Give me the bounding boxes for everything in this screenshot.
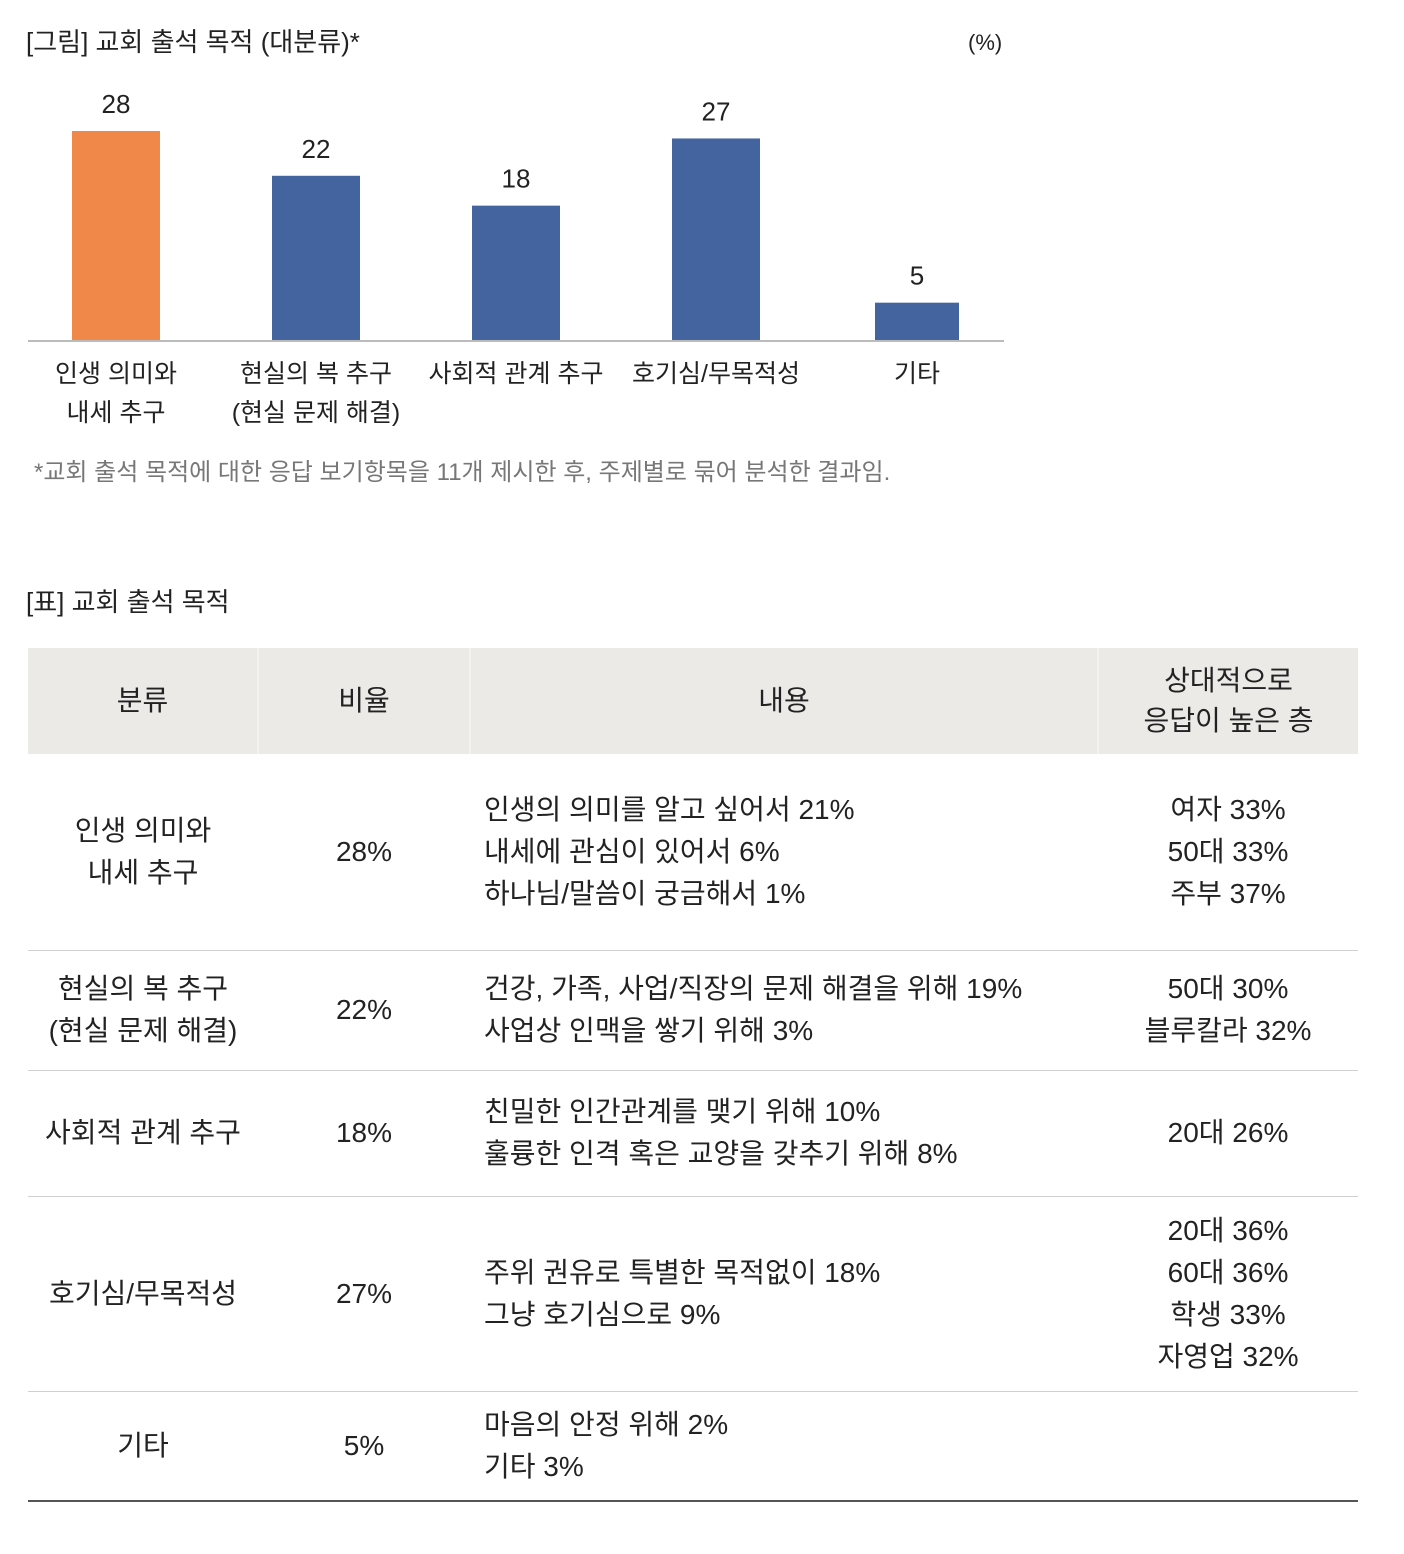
text-line: 60대 36% (1167, 1256, 1289, 1288)
text-line: 인생의 의미를 알고 싶어서 21% (484, 793, 855, 825)
ratio-cell: 28% (258, 754, 470, 951)
text-line: 친밀한 인간관계를 맺기 위해 10% (484, 1096, 881, 1127)
table-row: 호기심/무목적성 27% 주위 권유로 특별한 목적없이 18% 그냥 호기심으로… (28, 1196, 1358, 1392)
text-line: 여자 33% (1170, 793, 1286, 825)
text-line: 현실의 복 추구 (57, 973, 229, 1004)
header-ratio: 비율 (257, 648, 470, 754)
text-line: 호기심/무목적성 (48, 1277, 238, 1309)
content-cell: 건강, 가족, 사업/직장의 문제 해결을 위해 19% 사업상 인맥을 쌓기 위… (470, 950, 1098, 1071)
figure-title: [그림] 교회 출석 목적 (대분류)* (26, 27, 360, 57)
text-line: (현실 문제 해결) (48, 1015, 238, 1046)
content-cell: 주위 권유로 특별한 목적없이 18% 그냥 호기심으로 9% (470, 1196, 1098, 1392)
text-line: 학생 33% (1170, 1298, 1286, 1330)
category-cell: 현실의 복 추구 (현실 문제 해결) (28, 950, 258, 1071)
ratio-cell: 5% (258, 1391, 470, 1502)
ratio-cell: 18% (258, 1070, 470, 1197)
category-label: 호기심/무목적성 (632, 360, 800, 388)
text-line: 사회적 관계 추구 (45, 1117, 241, 1148)
text-line: 내세에 관심이 있어서 6% (484, 835, 780, 867)
groups-cell (1098, 1391, 1358, 1502)
groups-cell: 여자 33% 50대 33% 주부 37% (1098, 754, 1358, 951)
text-line: 상대적으로 (1164, 665, 1293, 696)
category-cell: 호기심/무목적성 (28, 1196, 258, 1392)
text-line: 인생 의미와 (74, 814, 212, 846)
data-label: 22 (302, 134, 331, 164)
table-row: 현실의 복 추구 (현실 문제 해결) 22% 건강, 가족, 사업/직장의 문제… (28, 950, 1358, 1071)
category-cell: 사회적 관계 추구 (28, 1070, 258, 1197)
data-label: 27 (702, 96, 731, 126)
bar (472, 205, 560, 340)
data-label: 18 (502, 164, 531, 194)
bar (272, 175, 360, 340)
category-label: 기타 (894, 360, 940, 388)
groups-cell: 20대 26% (1098, 1070, 1358, 1197)
bar (72, 131, 160, 340)
text-line: 20대 26% (1167, 1117, 1289, 1148)
content-cell: 친밀한 인간관계를 맺기 위해 10% 훌륭한 인격 혹은 교양을 갖추기 위해 … (470, 1070, 1098, 1197)
text-line: 건강, 가족, 사업/직장의 문제 해결을 위해 19% (484, 973, 1023, 1004)
category-label: (현실 문제 해결) (232, 399, 401, 427)
header-category: 분류 (28, 648, 258, 754)
text-line: 자영업 32% (1157, 1340, 1299, 1372)
text-line: 하나님/말씀이 궁금해서 1% (484, 877, 806, 909)
text-line: 기타 (117, 1429, 169, 1461)
ratio-cell: 22% (258, 950, 470, 1071)
content-cell: 마음의 안정 위해 2% 기타 3% (470, 1391, 1098, 1502)
text-line: 사업상 인맥을 쌓기 위해 3% (484, 1015, 814, 1046)
unit-label: (%) (968, 30, 1003, 55)
text-line: 마음의 안정 위해 2% (484, 1408, 729, 1440)
bar (672, 138, 760, 340)
purpose-table: 분류 비율 내용 상대적으로 응답이 높은 층 인생 의미와 내세 추구 28% 인생의 … (28, 648, 1358, 1502)
table-row: 기타 5% 마음의 안정 위해 2% 기타 3% (28, 1391, 1358, 1502)
header-content: 내용 (469, 648, 1098, 754)
text-line: 주부 37% (1170, 877, 1286, 909)
category-label: 사회적 관계 추구 (429, 360, 604, 388)
text-line: 50대 30% (1167, 973, 1289, 1004)
groups-cell: 50대 30% 블루칼라 32% (1098, 950, 1358, 1071)
text-line: 그냥 호기심으로 9% (484, 1298, 721, 1330)
table-header-row: 분류 비율 내용 상대적으로 응답이 높은 층 (28, 648, 1358, 754)
text-line: 주위 권유로 특별한 목적없이 18% (484, 1256, 881, 1288)
category-label: 내세 추구 (67, 399, 166, 427)
category-cell: 기타 (28, 1391, 258, 1502)
text-line: 블루칼라 32% (1144, 1015, 1312, 1046)
bar (875, 302, 959, 340)
figure-footnote: *교회 출석 목적에 대한 응답 보기항목을 11개 제시한 후, 주제별로 묶… (34, 459, 891, 486)
text-line: 응답이 높은 층 (1143, 705, 1314, 736)
category-label: 현실의 복 추구 (240, 360, 392, 388)
ratio-cell: 27% (258, 1196, 470, 1392)
table-title: [표] 교회 출석 목적 (26, 587, 230, 617)
category-label: 인생 의미와 (55, 360, 177, 388)
text-line: 훌륭한 인격 혹은 교양을 갖추기 위해 8% (484, 1138, 958, 1169)
text-line: 기타 3% (484, 1450, 584, 1482)
content-cell: 인생의 의미를 알고 싶어서 21% 내세에 관심이 있어서 6% 하나님/말씀이 … (470, 754, 1098, 951)
text-line: 50대 33% (1167, 835, 1289, 867)
groups-cell: 20대 36% 60대 36% 학생 33% 자영업 32% (1098, 1196, 1358, 1392)
text-line: 20대 36% (1167, 1214, 1289, 1246)
table-row: 사회적 관계 추구 18% 친밀한 인간관계를 맺기 위해 10% 훌륭한 인격 … (28, 1070, 1358, 1197)
data-label: 5 (910, 261, 924, 291)
text-line: 내세 추구 (87, 856, 199, 888)
data-label: 28 (102, 89, 131, 119)
